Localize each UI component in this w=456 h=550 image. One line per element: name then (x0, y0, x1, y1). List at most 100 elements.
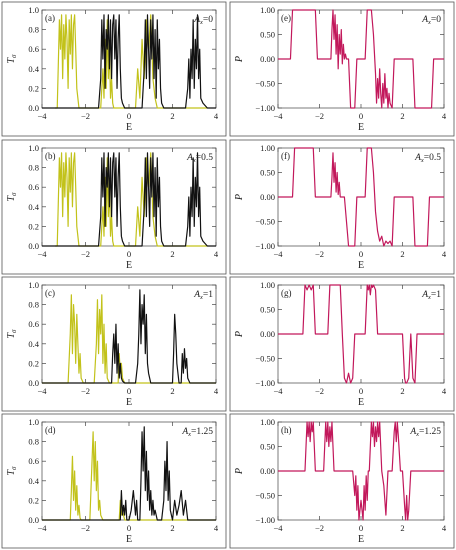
x-tick-label: −2 (81, 523, 90, 533)
x-tick-label: −2 (81, 249, 90, 259)
y-tick-label: 0.4 (28, 202, 39, 212)
y-tick-label: 0.8 (28, 163, 39, 173)
x-tick-label: −4 (273, 249, 283, 259)
y-axis-label: Tσ (6, 329, 18, 339)
param-equals: = (191, 427, 196, 437)
param-symbol: A (193, 15, 200, 25)
param-value: 1.25 (424, 427, 441, 437)
x-tick-label: 2 (170, 523, 174, 533)
series-line-0 (278, 9, 444, 109)
x-tick-label: 2 (170, 386, 174, 396)
param-equals: = (431, 290, 436, 300)
y-axis-label: P (234, 331, 245, 338)
series-line-0 (42, 294, 216, 384)
y-tick-label: 0.8 (28, 300, 39, 310)
y-axis-label: P (234, 194, 245, 201)
series-line-0 (55, 14, 208, 109)
y-axis-label-main: T (6, 332, 17, 339)
series-line-1 (42, 426, 216, 521)
y-tick-label: −0.50 (255, 217, 275, 227)
y-axis-label: P (234, 56, 245, 63)
y-tick-label: 0.0 (28, 103, 39, 113)
y-tick-label: 1.0 (28, 5, 39, 15)
y-tick-label: 0.4 (28, 476, 39, 486)
x-tick-label: 0 (359, 523, 363, 533)
panel-c: −4 −2 0 2 4 0.0 0.2 0.4 0.6 0.8 1.0 E Tσ (c) Ax=1 (1, 276, 227, 412)
y-tick-label: −0.50 (255, 79, 275, 89)
y-tick-label: 0.8 (28, 25, 39, 35)
x-tick-label: −4 (37, 386, 47, 396)
panel-h: −4 −2 0 2 4 −1.00 −0.50 0.00 0.50 1.00 E P (h) Ax=1.2… (229, 413, 455, 549)
y-tick-label: 0.6 (28, 182, 39, 192)
x-tick-label: 2 (170, 249, 174, 259)
param-subscript: x (427, 19, 431, 26)
panel-frame (1, 413, 227, 549)
x-tick-label: 2 (400, 386, 404, 396)
x-axis-label: E (126, 397, 132, 408)
x-tick-label: 2 (400, 249, 404, 259)
y-axis-label-sub: σ (10, 54, 18, 58)
param-symbol: A (193, 290, 200, 300)
y-tick-label: 1.0 (28, 417, 39, 427)
series-line-1 (42, 14, 216, 109)
y-tick-label: 0.2 (28, 83, 39, 93)
x-tick-label: 0 (359, 386, 363, 396)
x-tick-label: −4 (273, 111, 283, 121)
y-tick-label: 0.00 (260, 192, 275, 202)
y-tick-label: 1.00 (260, 5, 275, 15)
x-axis-label: E (126, 122, 132, 133)
x-axis-label: E (126, 260, 132, 271)
y-tick-label: 0.2 (28, 221, 39, 231)
y-tick-label: 1.0 (28, 280, 39, 290)
x-tick-label: 4 (442, 523, 447, 533)
x-tick-label: −2 (315, 523, 324, 533)
param-subscript: x (427, 294, 431, 301)
x-axis-label: E (358, 260, 364, 271)
x-tick-label: 4 (214, 523, 219, 533)
param-value: 0.5 (429, 153, 441, 163)
x-axis-label: E (358, 397, 364, 408)
param-equals: = (424, 153, 429, 163)
y-axis-label: Tσ (6, 54, 18, 64)
param-symbol: A (186, 153, 193, 163)
x-tick-label: 4 (442, 111, 447, 121)
y-tick-label: 0.6 (28, 319, 39, 329)
param-value: 0 (208, 15, 213, 25)
x-tick-label: −4 (273, 386, 283, 396)
y-tick-label: 0.00 (260, 329, 275, 339)
y-tick-label: 0.4 (28, 64, 39, 74)
y-axis-label: Tσ (6, 192, 18, 202)
panel-frame (229, 276, 455, 412)
x-tick-label: 0 (359, 111, 363, 121)
param-equals: = (419, 427, 424, 437)
y-tick-label: −1.00 (255, 103, 275, 113)
y-tick-label: 1.00 (260, 417, 275, 427)
param-label: Ax=1.25 (181, 427, 213, 438)
panel-label: (f) (281, 151, 290, 161)
panel-label: (h) (281, 425, 292, 435)
y-tick-label: 0.50 (260, 30, 275, 40)
y-axis-label-main: P (234, 331, 245, 338)
y-tick-label: 0.50 (260, 168, 275, 178)
x-tick-label: −4 (37, 523, 47, 533)
param-label: Ax=0 (193, 15, 213, 26)
param-value: 1.25 (196, 427, 213, 437)
panel-d: −4 −2 0 2 4 0.0 0.2 0.4 0.6 0.8 1.0 E Tσ (d) Ax=1.25 (1, 413, 227, 549)
x-tick-label: 4 (214, 386, 219, 396)
param-subscript: x (192, 157, 196, 164)
x-tick-label: 4 (442, 386, 447, 396)
param-symbol: A (421, 15, 428, 25)
x-tick-label: −2 (81, 386, 90, 396)
param-label: Ax=1 (193, 290, 213, 301)
x-axis-label: E (126, 534, 132, 545)
x-tick-label: 0 (127, 386, 131, 396)
y-tick-label: 0.8 (28, 437, 39, 447)
series-line-0 (42, 431, 216, 521)
y-tick-label: −1.00 (255, 515, 275, 525)
x-tick-label: 0 (359, 249, 363, 259)
series-line-1 (42, 289, 216, 384)
y-axis-label-main: T (6, 57, 17, 64)
x-tick-label: −4 (273, 523, 283, 533)
y-tick-label: −0.50 (255, 491, 275, 501)
x-tick-label: −2 (81, 111, 90, 121)
